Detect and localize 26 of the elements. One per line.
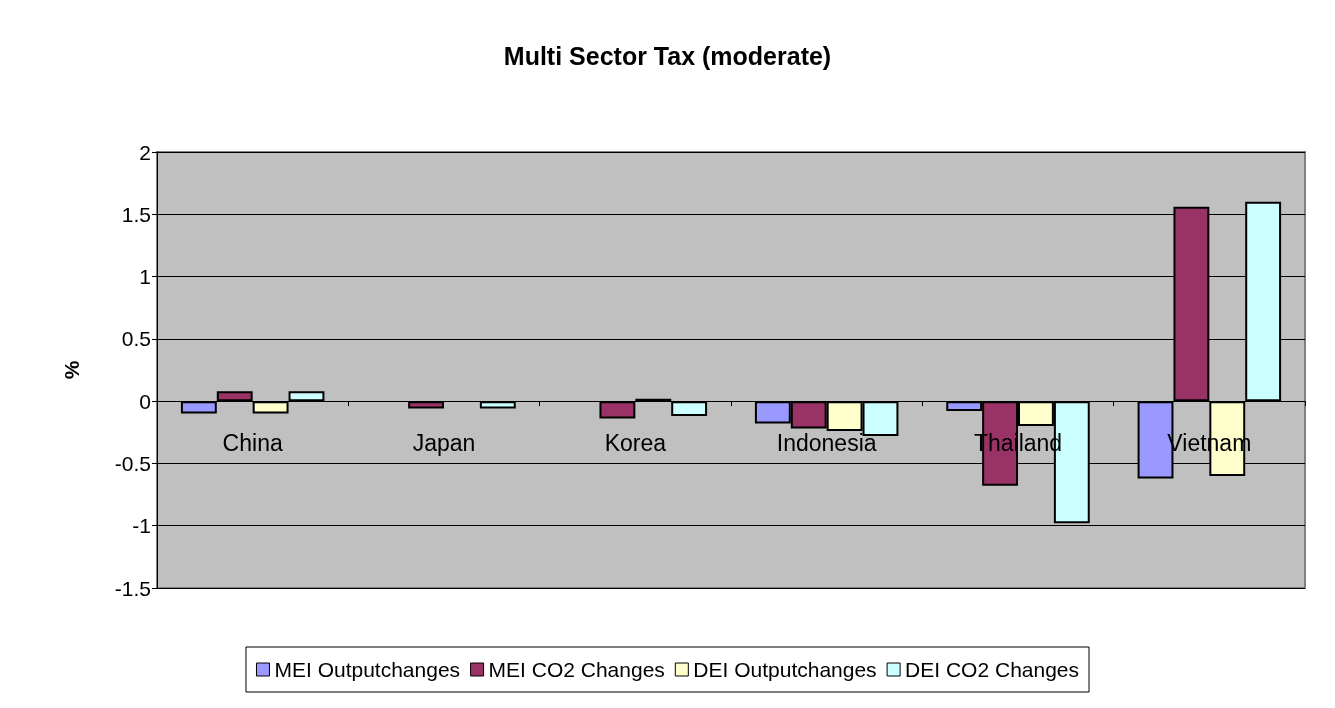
y-tick-label: 2 xyxy=(139,140,151,164)
bar xyxy=(479,401,516,409)
y-tick-label: 0.5 xyxy=(121,327,151,351)
y-tick-label: 1 xyxy=(139,265,151,289)
bar xyxy=(216,391,253,402)
bar xyxy=(252,401,289,414)
bar xyxy=(599,401,636,419)
x-tick-label: China xyxy=(222,429,283,456)
legend-label: DEI CO2 Changes xyxy=(905,658,1080,681)
legend-label: MEI Outputchanges xyxy=(274,658,461,681)
bar xyxy=(180,401,217,414)
x-tick-label: Japan xyxy=(412,429,476,456)
y-tick-label: -0.5 xyxy=(114,451,151,475)
legend-label: MEI CO2 Changes xyxy=(488,658,665,681)
bar xyxy=(408,401,444,409)
y-axis-title: % xyxy=(60,360,83,380)
bar xyxy=(671,401,708,417)
x-tick-label: Korea xyxy=(604,429,667,456)
legend-label: DEI Outputchanges xyxy=(693,658,877,681)
y-tick-label: 0 xyxy=(139,389,151,413)
bar xyxy=(288,391,325,402)
y-tick-label: -1.5 xyxy=(114,576,151,600)
y-tick-label: -1 xyxy=(132,514,151,538)
y-tick-label: 1.5 xyxy=(121,202,151,226)
chart-title: Multi Sector Tax (moderate) xyxy=(503,41,832,70)
x-tick-label: Indonesia xyxy=(776,429,877,456)
